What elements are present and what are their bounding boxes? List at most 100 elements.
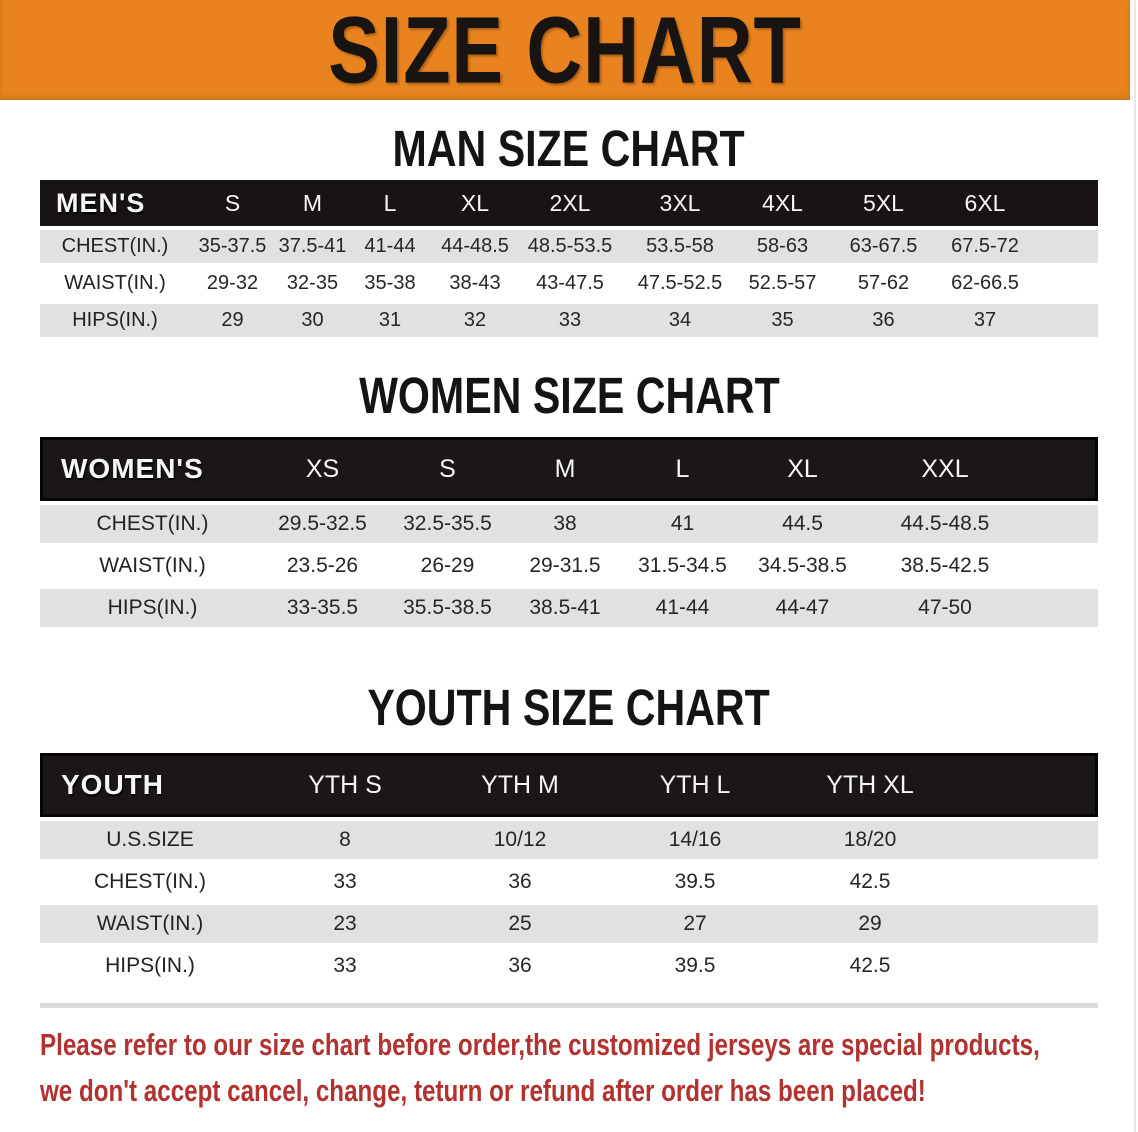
cell: 29 <box>190 304 275 337</box>
men-size-col: 4XL <box>740 180 825 226</box>
cell: 32 <box>430 304 520 337</box>
spacer-cell <box>1028 304 1098 337</box>
men-size-col: M <box>275 180 350 226</box>
cell: 34 <box>620 304 740 337</box>
cell: 39.5 <box>610 863 780 901</box>
cell: 29.5-32.5 <box>265 505 380 543</box>
row-label: CHEST(IN.) <box>40 863 260 901</box>
cell: 35 <box>740 304 825 337</box>
men-size-table: MEN'S S M L XL 2XL 3XL 4XL 5XL 6XL CHEST… <box>40 176 1098 341</box>
men-waist-row: WAIST(IN.) 29-32 32-35 35-38 38-43 43-47… <box>40 267 1098 300</box>
cell: 10/12 <box>430 821 610 859</box>
cell: 38-43 <box>430 267 520 300</box>
row-label: WAIST(IN.) <box>40 267 190 300</box>
cell: 44-48.5 <box>430 230 520 263</box>
cell: 42.5 <box>780 947 960 985</box>
cell: 53.5-58 <box>620 230 740 263</box>
cell: 27 <box>610 905 780 943</box>
men-size-col: 5XL <box>825 180 942 226</box>
row-label: CHEST(IN.) <box>40 230 190 263</box>
cell: 48.5-53.5 <box>520 230 620 263</box>
cell: 44.5 <box>750 505 855 543</box>
cell: 25 <box>430 905 610 943</box>
women-size-col: XS <box>265 437 380 501</box>
cell: 41-44 <box>350 230 430 263</box>
cell: 47-50 <box>855 589 1035 627</box>
spacer-cell <box>1035 589 1098 627</box>
right-edge-line <box>1134 0 1136 1132</box>
men-heading-text: MAN SIZE CHART <box>392 120 746 178</box>
cell: 14/16 <box>610 821 780 859</box>
youth-heading-text: YOUTH SIZE CHART <box>367 679 771 737</box>
cell: 44-47 <box>750 589 855 627</box>
spacer-cell <box>960 821 1098 859</box>
men-chest-row: CHEST(IN.) 35-37.5 37.5-41 41-44 44-48.5… <box>40 230 1098 263</box>
youth-section-heading: YOUTH SIZE CHART <box>0 679 1138 737</box>
disclaimer-note: Please refer to our size chart before or… <box>40 1022 1138 1114</box>
men-section-heading: MAN SIZE CHART <box>0 120 1138 178</box>
women-size-col: M <box>515 437 615 501</box>
cell: 35-38 <box>350 267 430 300</box>
spacer-cell <box>1035 437 1098 501</box>
cell: 38.5-41 <box>515 589 615 627</box>
cell: 39.5 <box>610 947 780 985</box>
men-table-header-row: MEN'S S M L XL 2XL 3XL 4XL 5XL 6XL <box>40 180 1098 226</box>
women-size-col: XXL <box>855 437 1035 501</box>
cell: 67.5-72 <box>942 230 1028 263</box>
cell: 35-37.5 <box>190 230 275 263</box>
spacer-cell <box>1035 547 1098 585</box>
youth-hips-row: HIPS(IN.) 33 36 39.5 42.5 <box>40 947 1098 985</box>
row-label: WAIST(IN.) <box>40 905 260 943</box>
page-title: SIZE CHART <box>328 0 802 103</box>
cell: 32-35 <box>275 267 350 300</box>
spacer-cell <box>1028 180 1098 226</box>
cell: 32.5-35.5 <box>380 505 515 543</box>
women-section-heading: WOMEN SIZE CHART <box>0 367 1138 425</box>
cell: 29-32 <box>190 267 275 300</box>
cell: 43-47.5 <box>520 267 620 300</box>
cell: 30 <box>275 304 350 337</box>
women-size-col: XL <box>750 437 855 501</box>
women-heading-text: WOMEN SIZE CHART <box>358 367 780 425</box>
cell: 26-29 <box>380 547 515 585</box>
youth-waist-row: WAIST(IN.) 23 25 27 29 <box>40 905 1098 943</box>
cell: 38.5-42.5 <box>855 547 1035 585</box>
men-group-label: MEN'S <box>40 180 190 226</box>
cell: 29-31.5 <box>515 547 615 585</box>
women-waist-row: WAIST(IN.) 23.5-26 26-29 29-31.5 31.5-34… <box>40 547 1098 585</box>
men-size-col: S <box>190 180 275 226</box>
women-group-label: WOMEN'S <box>40 437 265 501</box>
spacer-cell <box>1028 267 1098 300</box>
row-label: HIPS(IN.) <box>40 589 265 627</box>
women-size-col: L <box>615 437 750 501</box>
men-size-col: L <box>350 180 430 226</box>
women-table-header-row: WOMEN'S XS S M L XL XXL <box>40 437 1098 501</box>
cell: 29 <box>780 905 960 943</box>
cell: 37.5-41 <box>275 230 350 263</box>
women-size-table: WOMEN'S XS S M L XL XXL CHEST(IN.) 29.5-… <box>40 433 1098 631</box>
cell: 42.5 <box>780 863 960 901</box>
disclaimer-line-2: we don't accept cancel, change, teturn o… <box>40 1073 926 1108</box>
cell: 34.5-38.5 <box>750 547 855 585</box>
youth-group-label: YOUTH <box>40 753 260 817</box>
spacer-cell <box>960 947 1098 985</box>
youth-size-col: YTH M <box>430 753 610 817</box>
cell: 8 <box>260 821 430 859</box>
size-chart-banner: SIZE CHART <box>0 0 1130 103</box>
cell: 44.5-48.5 <box>855 505 1035 543</box>
cell: 33 <box>260 863 430 901</box>
cell: 33 <box>520 304 620 337</box>
row-label: WAIST(IN.) <box>40 547 265 585</box>
cell: 37 <box>942 304 1028 337</box>
cell: 41-44 <box>615 589 750 627</box>
cell: 31.5-34.5 <box>615 547 750 585</box>
spacer-cell <box>1035 505 1098 543</box>
men-size-col: XL <box>430 180 520 226</box>
men-hips-row: HIPS(IN.) 29 30 31 32 33 34 35 36 37 <box>40 304 1098 337</box>
men-size-col: 2XL <box>520 180 620 226</box>
cell: 62-66.5 <box>942 267 1028 300</box>
youth-table-header-row: YOUTH YTH S YTH M YTH L YTH XL <box>40 753 1098 817</box>
row-label: HIPS(IN.) <box>40 304 190 337</box>
cell: 57-62 <box>825 267 942 300</box>
cell: 38 <box>515 505 615 543</box>
